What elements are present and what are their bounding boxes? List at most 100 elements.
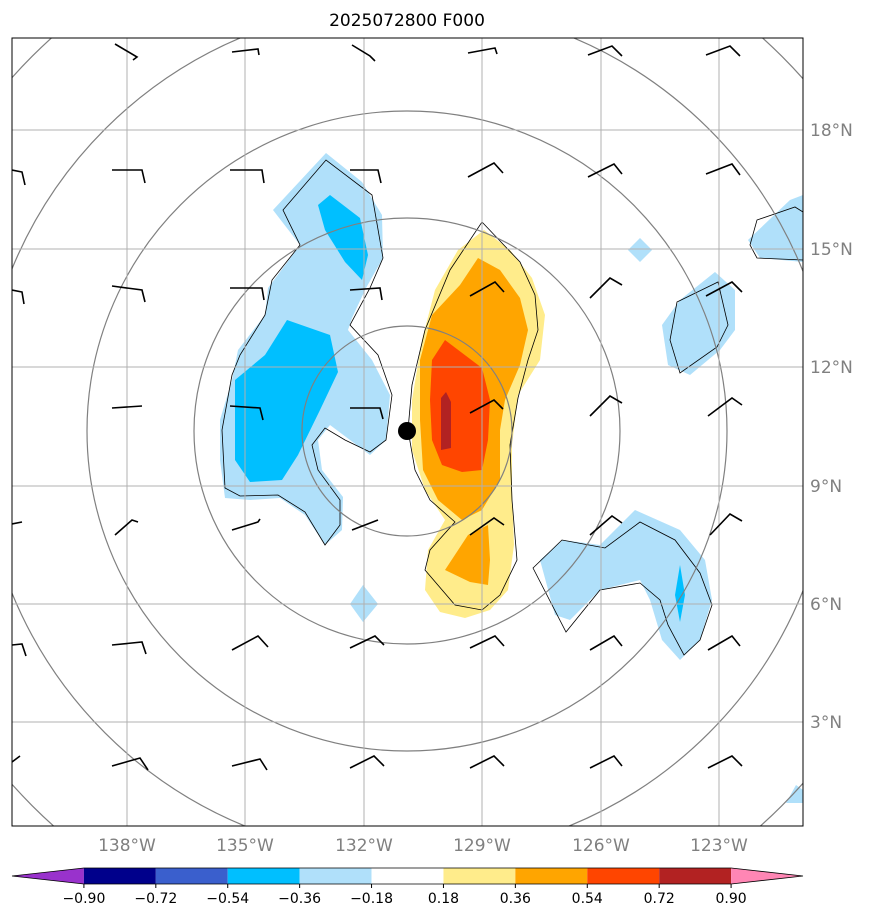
wind-barb [469,280,505,297]
wind-barb [469,635,505,649]
chart-title: 2025072800 F000 [329,11,485,31]
wind-barb [111,757,149,771]
x-tick-label: 126°W [572,836,630,856]
wind-barb [467,47,498,55]
contour-fill-deep-sky-blue [235,195,685,622]
colorbar-swatch [731,868,803,884]
colorbar-swatch [227,868,300,884]
contour-lines [221,159,803,656]
contour-region-small-east [628,238,652,262]
wind-barb [229,405,264,421]
contour-pos-darkred [441,392,451,450]
colorbar-labels: −0.90 −0.72 −0.54 −0.36 −0.18 0.18 0.36 0.54 0.7… [62,884,747,907]
wind-barb [351,519,379,531]
y-tick-label: 18°N [810,121,853,141]
wind-barb [349,287,383,301]
range-ring [193,217,621,645]
wind-barb [114,43,139,61]
x-tick-label: 135°W [216,836,274,856]
range-ring [301,325,513,537]
wind-barb [469,755,505,769]
wind-barb [350,169,382,184]
wind-barb [230,287,265,301]
contour-core-east [675,565,685,622]
y-tick-label: 3°N [810,713,842,733]
wind-barb [12,169,26,186]
wind-barb [349,635,385,649]
colorbar-tick-label: 0.90 [716,891,747,907]
wind-barbs [12,43,743,771]
wind-barb [351,44,376,62]
plot-frame [11,37,804,827]
contour-region-ne-edge [748,195,803,262]
wind-barb [112,169,146,184]
wind-barb [231,48,260,56]
wind-barb [114,519,139,536]
wind-barb [12,755,21,763]
wind-barb [589,276,623,299]
wind-barb [469,517,505,536]
wind-barb [589,754,623,769]
wind-barb [707,755,743,769]
colorbar-swatch [12,868,84,884]
x-tick-label: 132°W [335,836,393,856]
storm-center-marker [398,422,416,440]
colorbar-tick-label: −0.18 [350,891,393,907]
colorbar-swatch [443,868,516,884]
colorbar-swatch [659,868,732,884]
wind-barb [705,281,743,297]
wind-barb [707,634,741,651]
colorbar-swatch [587,868,660,884]
y-tick-label: 9°N [810,477,842,497]
contour-region-east-outer [540,510,712,660]
wind-barb [705,163,741,176]
contour-core-west [235,320,338,482]
y-tick-label: 12°N [810,358,853,378]
range-ring [86,110,728,752]
wind-barb [12,289,25,305]
wind-barb [111,641,147,655]
x-tick-labels: 138°W 135°W 132°W 129°W 126°W 123°W [98,836,748,856]
wind-barb [589,394,623,417]
colorbar [11,867,804,885]
wind-barb [707,397,743,417]
x-tick-label: 129°W [453,836,511,856]
wind-barb [349,755,385,769]
colorbar-swatch [515,868,588,884]
colorbar-tick-label: −0.54 [206,891,249,907]
colorbar-tick-label: −0.90 [62,891,105,907]
colorbar-tick-label: 0.54 [572,891,603,907]
wind-barb [12,643,27,657]
wind-barb [589,514,623,536]
colorbar-tick-label: −0.36 [278,891,321,907]
wind-barb [230,169,265,184]
wind-barb [350,407,384,420]
contour-core-north [318,195,368,280]
colorbar-tick-label: 0.72 [644,891,675,907]
colorbar-tick-label: 0.36 [500,891,531,907]
y-tick-label: 6°N [810,595,842,615]
colorbar-tick-label: −0.72 [134,891,177,907]
colorbar-swatch [83,868,156,884]
y-tick-label: 15°N [810,240,853,260]
wind-barb [467,161,504,178]
colorbar-swatch [299,868,372,884]
wind-barb [587,45,623,57]
colorbar-swatch [155,868,228,884]
wind-barb [12,521,23,525]
wind-barb [709,512,743,536]
x-tick-label: 123°W [690,836,748,856]
contour-fill-positive [412,230,545,618]
wind-barb [231,518,261,531]
x-tick-label: 138°W [98,836,156,856]
wind-barb [587,162,623,178]
contour-region-se-corner [786,785,803,803]
wind-barb [111,405,143,409]
wind-barb [231,758,268,771]
colorbar-swatch [371,868,444,884]
wind-barb [469,399,504,414]
colorbar-tick-label: 0.18 [428,891,459,907]
